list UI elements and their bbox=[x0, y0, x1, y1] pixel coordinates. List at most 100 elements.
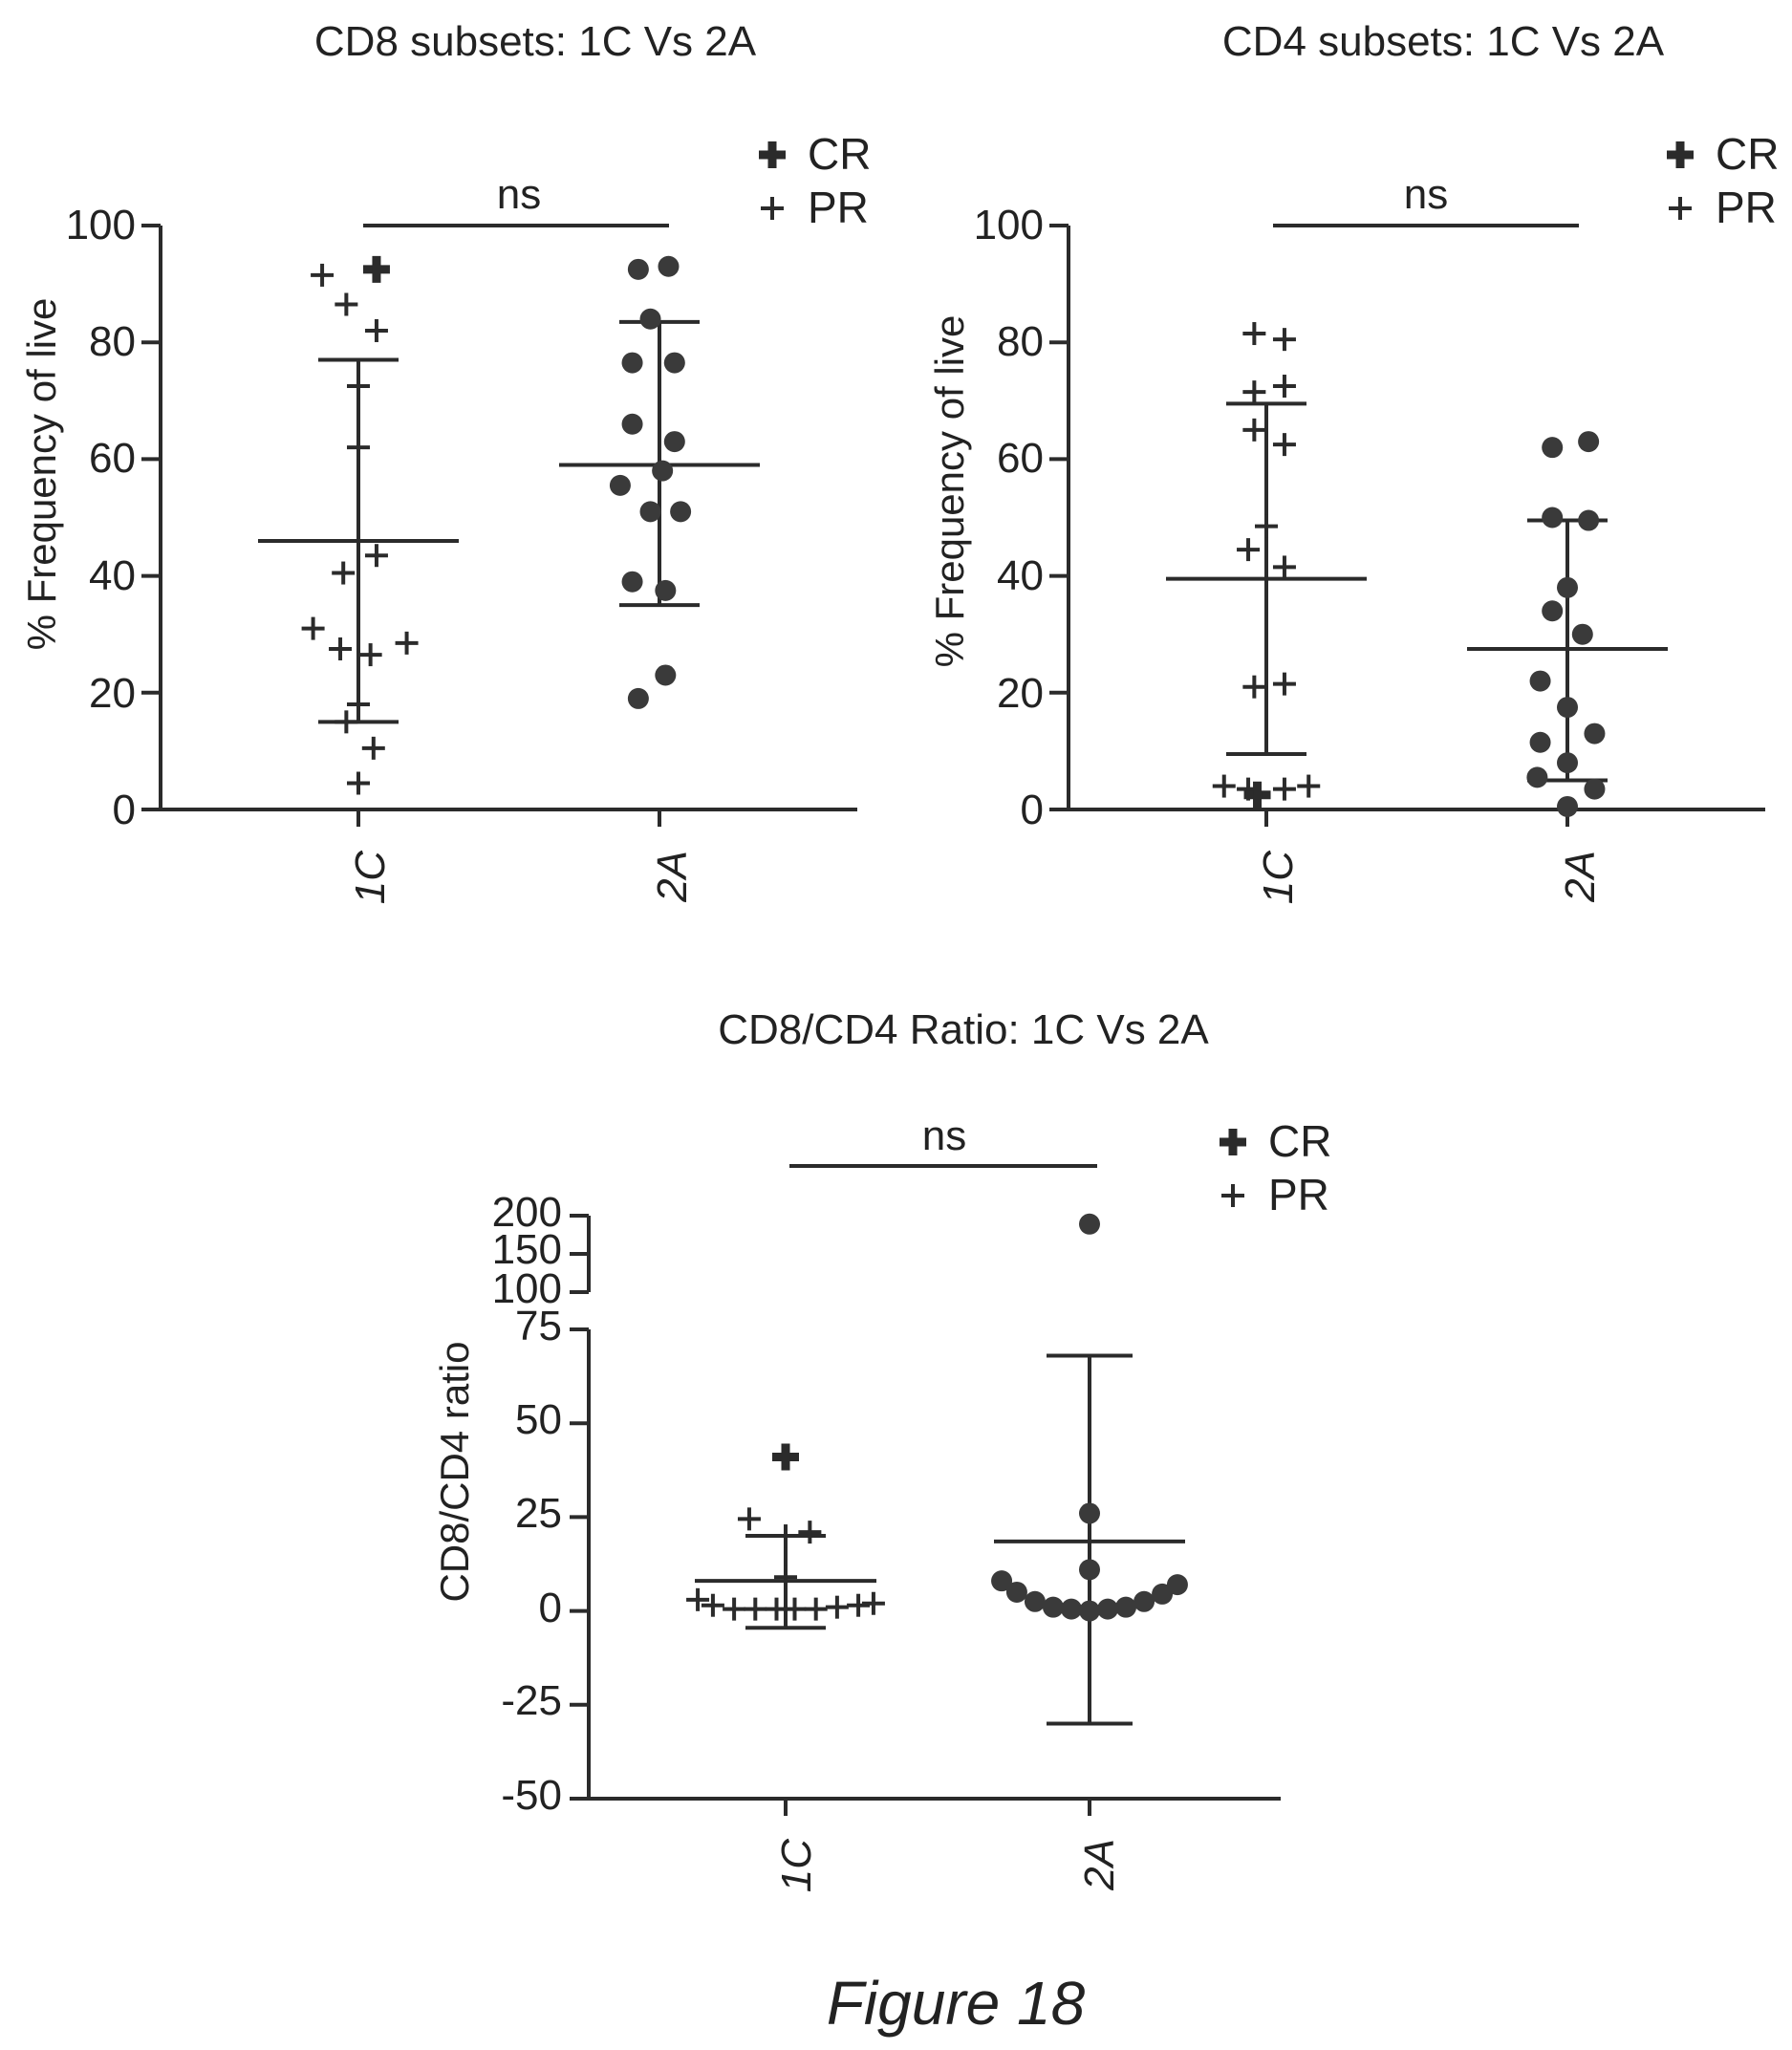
cd4-2a-data-point bbox=[1584, 778, 1606, 800]
cd8-1c-data-point-pr bbox=[301, 616, 325, 640]
ratio-1c-data-point-pr bbox=[825, 1595, 849, 1619]
ratio-chart-title: CD8/CD4 Ratio: 1C Vs 2A bbox=[718, 1006, 1209, 1053]
ratio-y-tick-label: -50 bbox=[501, 1772, 562, 1819]
cd8-2a-data-point bbox=[609, 474, 631, 496]
cd4-1c-data-point-pr bbox=[1242, 380, 1266, 404]
cd4-2a-data-point bbox=[1542, 600, 1564, 622]
cd8-y-tick-label: 60 bbox=[89, 435, 136, 482]
cd4-1c-data-point-pr bbox=[1272, 555, 1296, 579]
cd4-2a-data-point bbox=[1557, 576, 1578, 598]
cd8-1c-data-point-pr bbox=[347, 693, 370, 717]
ratio-panel: CD8/CD4 Ratio: 1C Vs 2A CD8/CD4 ratio -5… bbox=[432, 1006, 1331, 1892]
ratio-y-axis-label: CD8/CD4 ratio bbox=[432, 1341, 477, 1602]
cd4-1c-data-point-pr bbox=[1272, 433, 1296, 457]
cd4-x-tick-label-2a: 2A bbox=[1557, 851, 1604, 903]
cd8-legend-pr-marker bbox=[761, 197, 784, 220]
cd4-1c-data-point-cr bbox=[1243, 781, 1271, 809]
cd8-y-tick-label: 100 bbox=[66, 202, 136, 248]
ratio-y-tick-label: 150 bbox=[492, 1226, 562, 1273]
cd8-2a-data-point bbox=[663, 352, 685, 374]
cd4-legend-pr-marker bbox=[1669, 197, 1692, 220]
ratio-2a-data-point bbox=[1166, 1574, 1188, 1596]
cd4-chart-title: CD4 subsets: 1C Vs 2A bbox=[1222, 18, 1665, 65]
ratio-2a-data-point bbox=[1115, 1596, 1137, 1618]
cd4-2a-data-point bbox=[1584, 723, 1606, 744]
ratio-1c-data-point-pr bbox=[737, 1507, 761, 1531]
cd4-y-tick-label: 80 bbox=[997, 318, 1044, 365]
cd8-2a-data-point bbox=[621, 413, 643, 435]
ratio-y-tick-label: 200 bbox=[492, 1189, 562, 1236]
cd8-1c-data-point-pr bbox=[364, 544, 388, 568]
cd8-2a-data-point bbox=[655, 664, 677, 686]
cd4-1c-data-point-pr bbox=[1297, 774, 1321, 798]
cd8-legend-pr-label: PR bbox=[808, 183, 869, 232]
cd8-2a-data-point bbox=[658, 255, 680, 277]
cd8-chart-title: CD8 subsets: 1C Vs 2A bbox=[314, 18, 757, 65]
cd4-2a-data-point bbox=[1542, 437, 1564, 459]
cd4-2a-data-point bbox=[1542, 507, 1564, 529]
ratio-2a-data-point bbox=[1079, 1213, 1100, 1235]
cd4-1c-data-point-pr bbox=[1237, 538, 1261, 562]
cd8-1c-data-point-pr bbox=[332, 561, 356, 585]
ratio-1c-data-point-pr bbox=[744, 1597, 767, 1621]
figure-caption: Figure 18 bbox=[827, 1969, 1086, 2038]
ratio-2a-data-point bbox=[1097, 1598, 1119, 1620]
cd4-1c-data-point-pr bbox=[1212, 774, 1236, 798]
ratio-1c-data-point-pr bbox=[804, 1597, 828, 1621]
cd8-1c-data-point-cr bbox=[362, 255, 390, 283]
ratio-2a-data-point bbox=[1060, 1598, 1082, 1620]
cd4-2a-data-point bbox=[1571, 623, 1593, 645]
cd4-1c-data-point-pr bbox=[1272, 328, 1296, 352]
cd8-1c-data-point-pr bbox=[395, 631, 419, 655]
cd8-2a-data-point bbox=[627, 687, 649, 709]
cd8-1c-data-point-pr bbox=[347, 771, 370, 795]
cd4-panel: CD4 subsets: 1C Vs 2A % Frequency of liv… bbox=[927, 18, 1779, 904]
cd8-y-tick-label: 80 bbox=[89, 318, 136, 365]
ratio-2a-data-point bbox=[1152, 1583, 1174, 1605]
ratio-1c-data-point-pr bbox=[701, 1593, 724, 1617]
cd4-2a-data-point bbox=[1557, 752, 1578, 774]
ratio-2a-data-point bbox=[1042, 1596, 1064, 1618]
cd8-y-tick-label: 40 bbox=[89, 552, 136, 599]
ratio-2a-data-point bbox=[1079, 1502, 1100, 1524]
cd4-1c-data-point-pr bbox=[1255, 514, 1278, 538]
ratio-significance-label: ns bbox=[922, 1112, 966, 1159]
cd8-2a-data-point bbox=[639, 308, 661, 330]
ratio-x-tick-label-2a: 2A bbox=[1076, 1839, 1123, 1891]
ratio-y-tick-label: 25 bbox=[515, 1490, 562, 1537]
ratio-y-tick-label: -25 bbox=[501, 1677, 562, 1724]
cd8-1c-data-point-pr bbox=[361, 736, 385, 760]
cd8-2a-data-point bbox=[663, 431, 685, 453]
cd4-2a-data-point bbox=[1526, 766, 1548, 788]
cd8-legend-cr-marker bbox=[759, 141, 786, 168]
cd4-2a-data-point bbox=[1529, 731, 1551, 753]
ratio-2a-data-point bbox=[1079, 1559, 1100, 1581]
cd4-legend-cr-marker bbox=[1667, 141, 1694, 168]
ratio-1c-data-point-pr bbox=[686, 1587, 710, 1611]
ratio-y-tick-label: 0 bbox=[539, 1585, 562, 1631]
ratio-1c-data-point-pr bbox=[774, 1524, 797, 1548]
ratio-y-tick-label: 100 bbox=[492, 1265, 562, 1312]
ratio-1c-data-point-pr bbox=[798, 1521, 822, 1544]
cd8-y-tick-label: 0 bbox=[113, 787, 136, 833]
cd4-legend-pr-label: PR bbox=[1716, 183, 1777, 232]
cd4-y-tick-label: 40 bbox=[997, 552, 1044, 599]
ratio-y-tick-label: 50 bbox=[515, 1396, 562, 1443]
cd8-1c-data-point-pr bbox=[347, 436, 370, 460]
cd8-2a-data-point bbox=[621, 571, 643, 593]
cd8-2a-data-point bbox=[670, 501, 692, 523]
cd8-1c-data-point-pr bbox=[358, 643, 382, 667]
cd8-y-axis-label: % Frequency of live bbox=[19, 298, 64, 651]
ratio-legend-pr-marker bbox=[1221, 1184, 1244, 1207]
cd4-2a-data-point bbox=[1557, 795, 1578, 817]
cd8-1c-data-point-pr bbox=[311, 263, 335, 287]
cd4-y-tick-label: 100 bbox=[974, 202, 1044, 248]
ratio-1c-data-point-pr bbox=[723, 1597, 746, 1621]
ratio-legend-pr-label: PR bbox=[1268, 1170, 1329, 1219]
ratio-1c-data-point-pr bbox=[783, 1597, 807, 1621]
cd4-y-tick-label: 60 bbox=[997, 435, 1044, 482]
cd8-significance-label: ns bbox=[497, 171, 541, 218]
cd4-y-tick-label: 20 bbox=[997, 670, 1044, 717]
cd4-1c-data-point-pr bbox=[1242, 675, 1266, 699]
